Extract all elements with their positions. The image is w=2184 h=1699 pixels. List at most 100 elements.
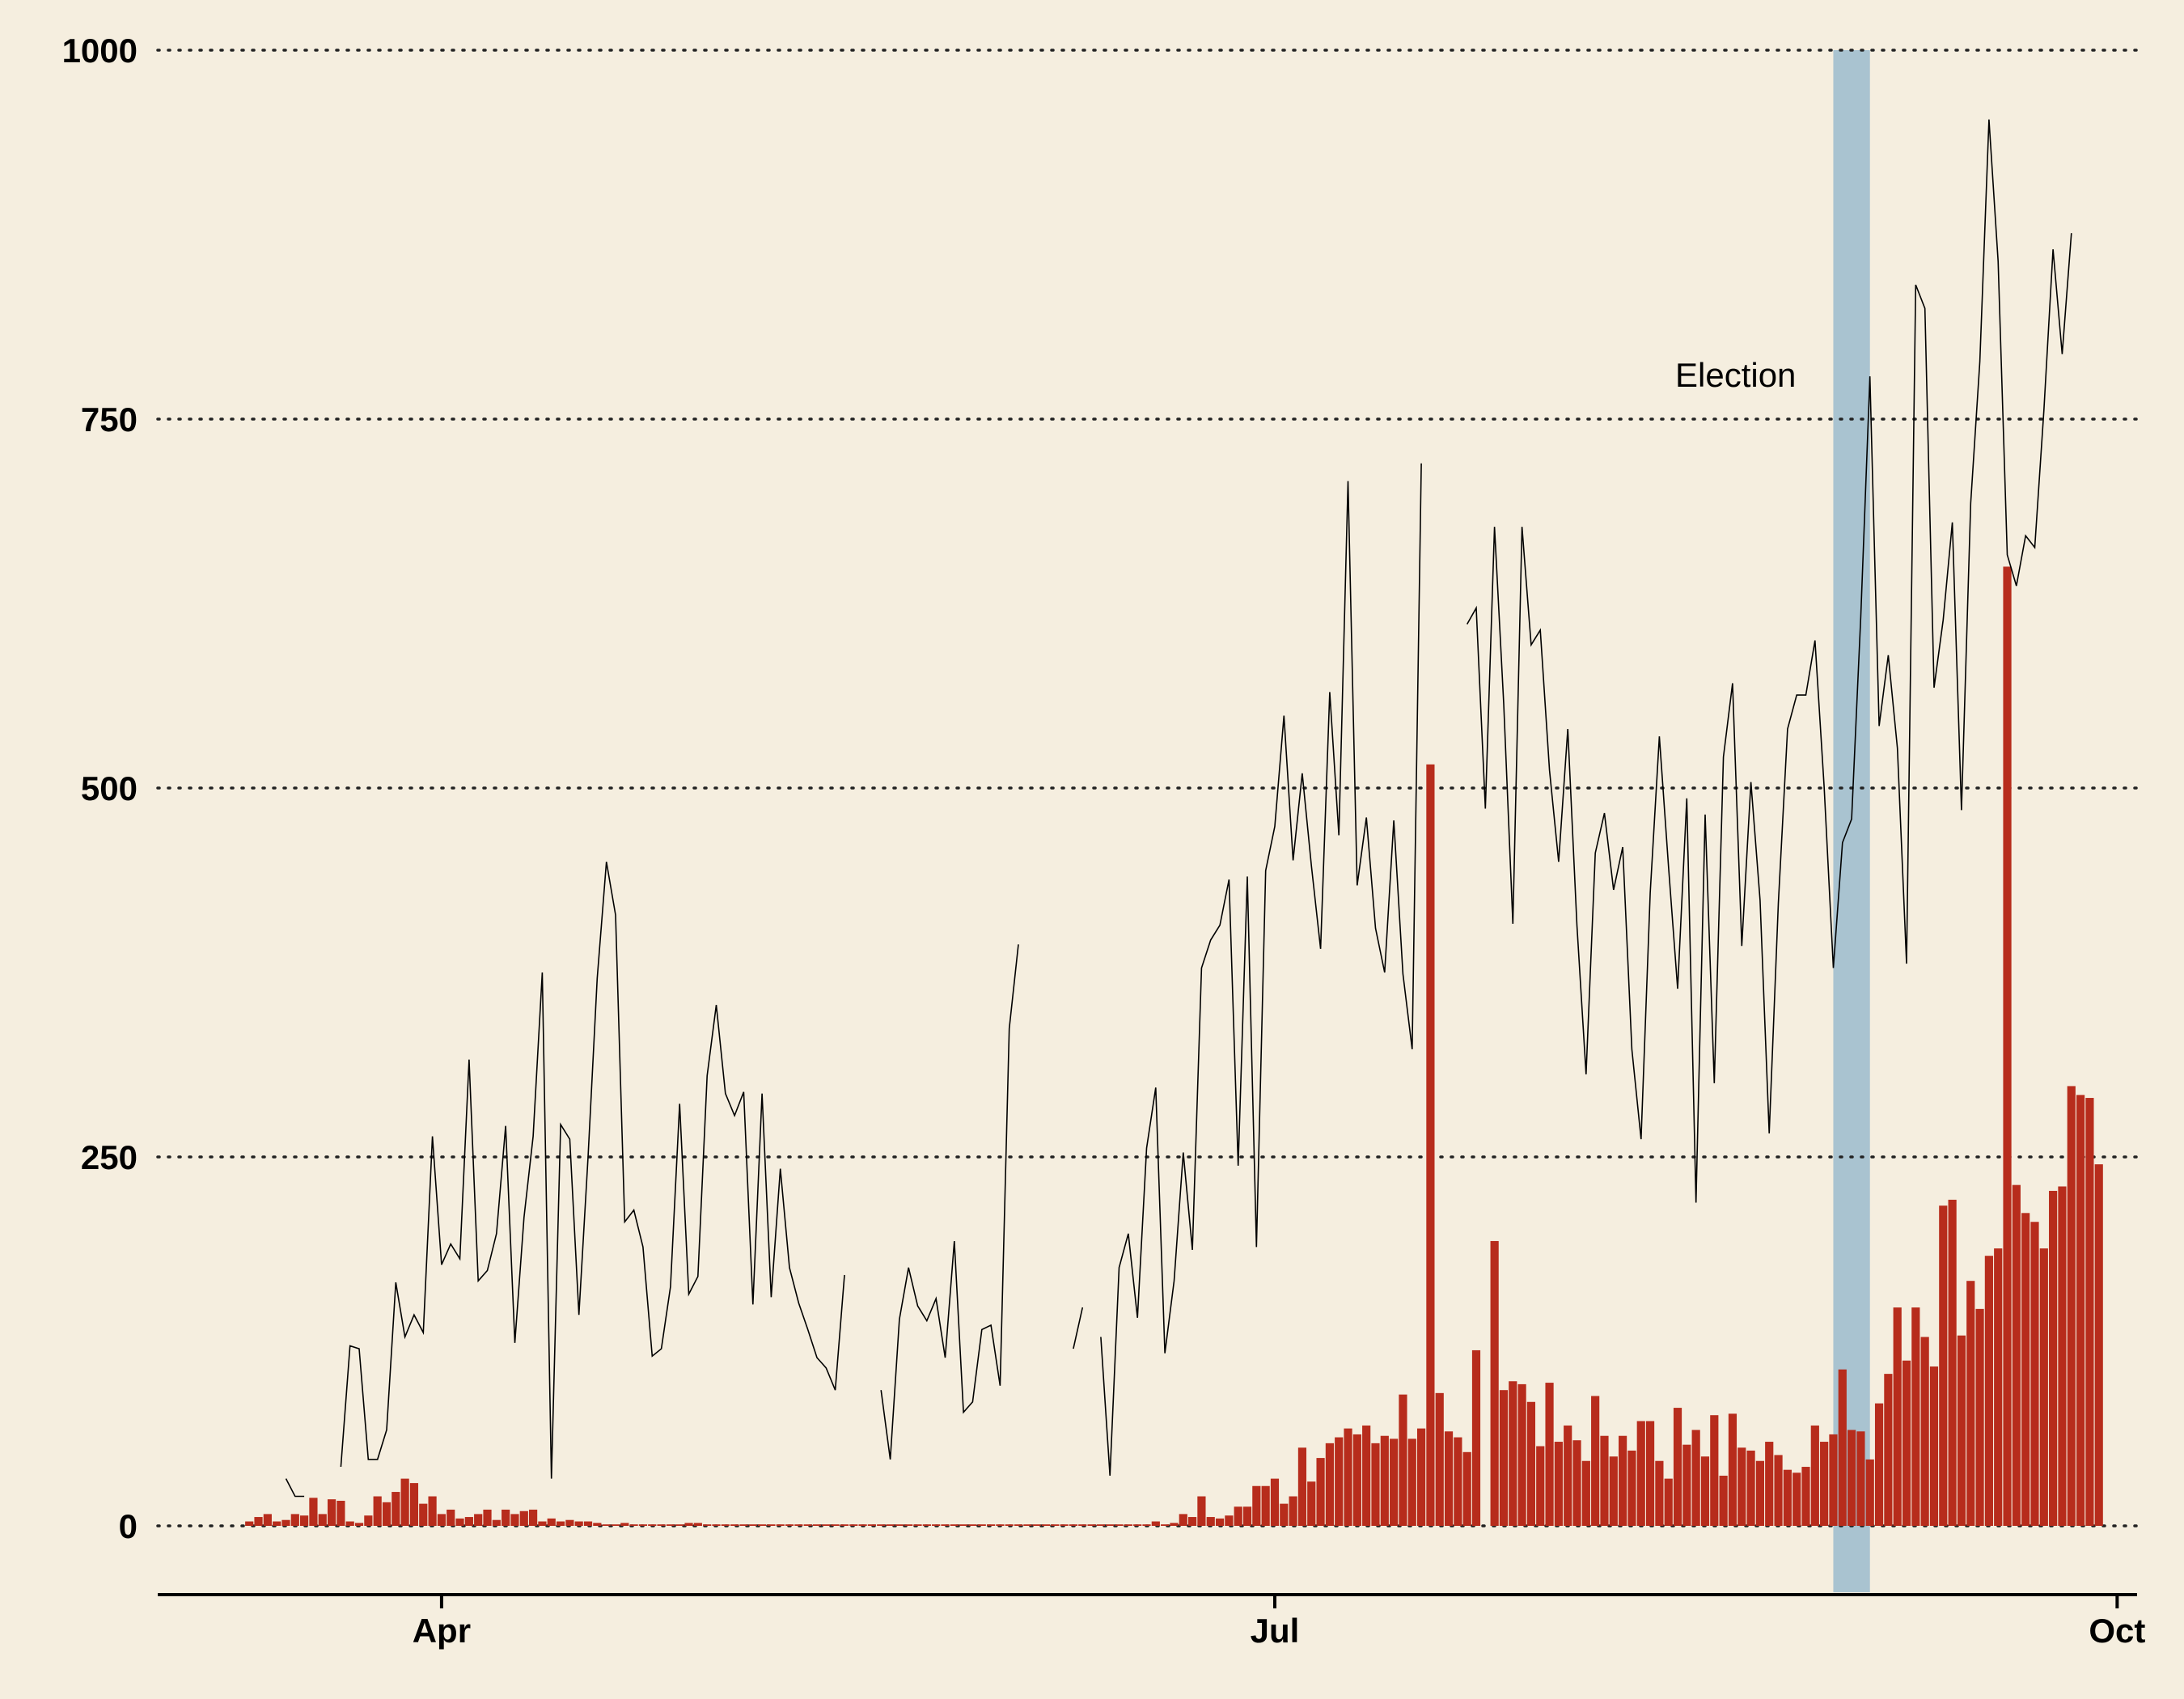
bar xyxy=(858,1524,867,1526)
bar xyxy=(502,1509,510,1526)
bar xyxy=(1536,1446,1545,1526)
bar xyxy=(1710,1415,1719,1526)
bar xyxy=(1325,1443,1334,1526)
bar xyxy=(1627,1450,1636,1526)
bar xyxy=(1902,1360,1911,1526)
bar xyxy=(1416,1428,1426,1526)
y-tick-label: 750 xyxy=(81,400,138,439)
bar xyxy=(1728,1413,1737,1526)
bar xyxy=(611,1524,620,1526)
bar xyxy=(1344,1428,1352,1526)
bar xyxy=(1810,1425,1819,1526)
bar xyxy=(1096,1524,1105,1526)
bar xyxy=(1783,1469,1792,1526)
x-tick-label: Jul xyxy=(1251,1612,1300,1650)
bar xyxy=(648,1524,657,1526)
bar xyxy=(1362,1425,1371,1526)
bar xyxy=(428,1496,437,1526)
bar xyxy=(895,1524,904,1526)
bar xyxy=(1407,1438,1416,1526)
bar xyxy=(1335,1437,1344,1526)
bar xyxy=(2039,1248,2048,1526)
bar xyxy=(1619,1435,1627,1526)
bar xyxy=(1060,1524,1069,1526)
bar xyxy=(1316,1458,1325,1526)
bar xyxy=(1252,1485,1261,1526)
bar xyxy=(1554,1442,1563,1526)
bar xyxy=(574,1521,583,1526)
bar xyxy=(1655,1460,1664,1526)
bar xyxy=(1462,1451,1471,1526)
bar xyxy=(1994,1248,2003,1526)
bar xyxy=(364,1515,373,1526)
bar xyxy=(785,1524,794,1526)
bar xyxy=(849,1524,858,1526)
bar xyxy=(666,1524,675,1526)
bar xyxy=(538,1521,547,1526)
line-series xyxy=(285,119,2072,1498)
bar xyxy=(1737,1447,1746,1526)
bar xyxy=(620,1523,629,1526)
bar xyxy=(1225,1515,1234,1526)
bar xyxy=(1581,1460,1590,1526)
bar xyxy=(1920,1337,1929,1526)
bar xyxy=(593,1523,602,1526)
bar xyxy=(712,1524,721,1526)
bar xyxy=(1564,1425,1572,1526)
bar xyxy=(1289,1496,1297,1526)
bar xyxy=(1380,1435,1389,1526)
bar xyxy=(529,1509,538,1526)
bar xyxy=(254,1517,263,1526)
bar xyxy=(437,1514,446,1526)
bar xyxy=(1509,1381,1517,1526)
bar xyxy=(2067,1086,2076,1526)
bar xyxy=(1874,1403,1884,1526)
bar xyxy=(721,1524,730,1526)
bar xyxy=(1545,1383,1554,1526)
y-tick-label: 0 xyxy=(119,1507,138,1545)
bar xyxy=(245,1521,254,1526)
bar xyxy=(400,1478,409,1526)
bar xyxy=(345,1521,354,1526)
bar xyxy=(1591,1396,1600,1526)
bar xyxy=(2049,1190,2058,1526)
bar xyxy=(1115,1524,1124,1526)
bar xyxy=(1133,1524,1142,1526)
bar xyxy=(913,1524,922,1526)
bar xyxy=(1755,1460,1764,1526)
bar xyxy=(1600,1435,1609,1526)
bar xyxy=(1087,1524,1096,1526)
bar xyxy=(455,1518,464,1526)
bar xyxy=(1161,1524,1170,1526)
bar xyxy=(877,1524,886,1526)
bar xyxy=(1078,1524,1087,1526)
bar xyxy=(1197,1496,1206,1526)
bar xyxy=(739,1524,748,1526)
bar xyxy=(1215,1518,1225,1526)
line-path xyxy=(285,119,2072,1498)
x-axis: Apr Jul Oct xyxy=(158,1593,2145,1650)
bar xyxy=(1774,1455,1783,1526)
bar xyxy=(1471,1349,1481,1526)
bar xyxy=(1948,1199,1957,1526)
bar xyxy=(290,1514,299,1526)
bar xyxy=(1929,1366,1939,1526)
bar xyxy=(1856,1431,1865,1526)
election-annotation: Election xyxy=(1675,356,1796,394)
bar xyxy=(1124,1524,1132,1526)
bar xyxy=(730,1524,739,1526)
bar xyxy=(1005,1524,1014,1526)
bar xyxy=(464,1517,473,1526)
bar xyxy=(336,1500,345,1526)
bar xyxy=(2094,1164,2103,1526)
bar xyxy=(2003,566,2012,1526)
bar xyxy=(1069,1524,1078,1526)
bar xyxy=(904,1524,913,1526)
bar xyxy=(986,1524,996,1526)
bar xyxy=(684,1523,693,1526)
bar xyxy=(1911,1307,1920,1526)
bar xyxy=(977,1524,986,1526)
bar xyxy=(1820,1442,1829,1526)
bar xyxy=(1884,1374,1893,1526)
